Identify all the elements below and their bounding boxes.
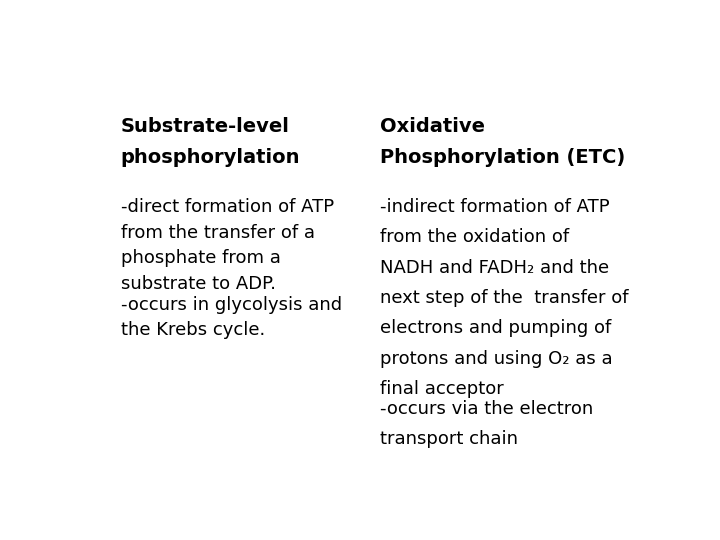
Text: phosphorylation: phosphorylation [121,148,300,167]
Text: Phosphorylation (ETC): Phosphorylation (ETC) [380,148,626,167]
Text: from the oxidation of: from the oxidation of [380,228,570,246]
Text: next step of the  transfer of: next step of the transfer of [380,289,629,307]
Text: final acceptor: final acceptor [380,380,504,398]
Text: -indirect formation of ATP: -indirect formation of ATP [380,198,610,216]
Text: protons and using O₂ as a: protons and using O₂ as a [380,349,613,368]
Text: NADH and FADH₂ and the: NADH and FADH₂ and the [380,259,609,276]
Text: -direct formation of ATP
from the transfer of a
phosphate from a
substrate to AD: -direct formation of ATP from the transf… [121,198,334,293]
Text: -occurs via the electron: -occurs via the electron [380,400,593,417]
Text: transport chain: transport chain [380,430,518,448]
Text: Substrate-level: Substrate-level [121,117,289,136]
Text: -occurs in glycolysis and
the Krebs cycle.: -occurs in glycolysis and the Krebs cycl… [121,295,342,339]
Text: Oxidative: Oxidative [380,117,485,136]
Text: electrons and pumping of: electrons and pumping of [380,319,611,338]
